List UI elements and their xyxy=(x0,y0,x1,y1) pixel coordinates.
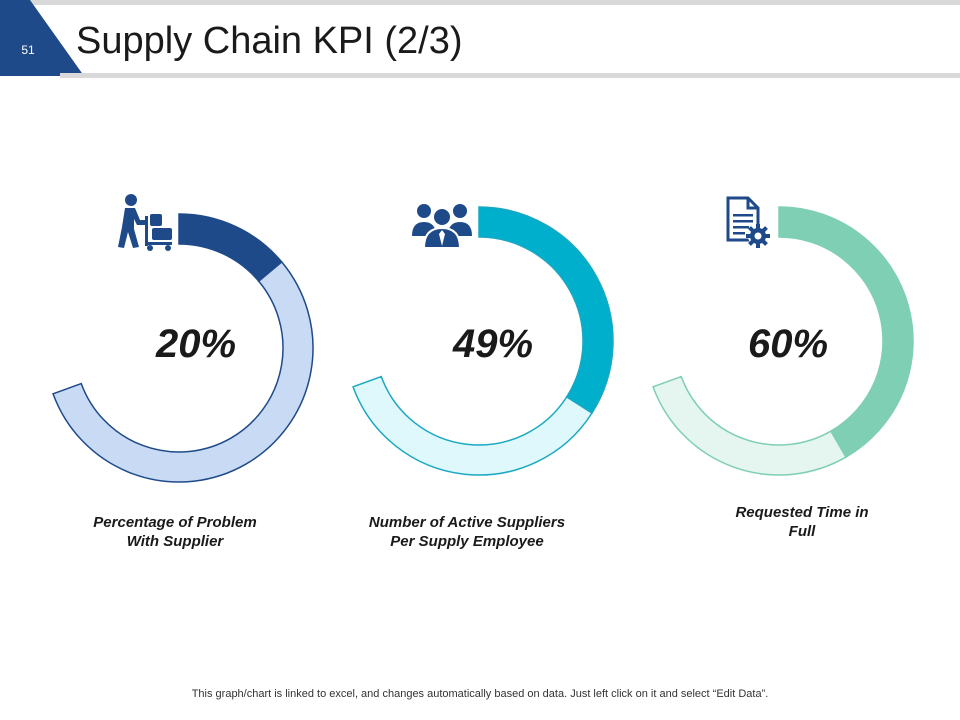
kpi-3-caption: Requested Time in Full xyxy=(692,503,912,541)
delivery-worker-icon xyxy=(118,194,172,251)
kpi-3-donut-value xyxy=(778,206,914,459)
kpi-1-caption-line1: Percentage of Problem xyxy=(93,514,257,531)
kpi-2-donut-remainder xyxy=(352,375,594,476)
document-settings-icon xyxy=(726,196,770,248)
team-icon xyxy=(412,204,472,249)
slide-number: 51 xyxy=(21,43,35,57)
kpi-1-donut-value xyxy=(178,213,283,283)
kpi-3-value: 60% xyxy=(747,322,829,366)
kpi-3-donut-remainder xyxy=(652,375,848,476)
kpi-2-caption-line2: Per Supply Employee xyxy=(390,533,544,550)
kpi-2-donut-value xyxy=(478,206,614,415)
kpi-1-caption-line2: With Supplier xyxy=(126,533,224,550)
kpi-1-caption: Percentage of Problem With Supplier xyxy=(65,513,285,551)
footer-note: This graph/chart is linked to excel, and… xyxy=(191,688,769,700)
kpi-1-donut-remainder xyxy=(52,260,314,483)
kpi-3-caption-line1: Requested Time in xyxy=(735,504,869,521)
kpi-3-caption-line2: Full xyxy=(788,523,816,540)
title-underline xyxy=(60,73,960,78)
top-rule xyxy=(30,0,960,5)
kpi-1-value: 20% xyxy=(155,322,237,366)
page-title: Supply Chain KPI (2/3) xyxy=(76,20,463,62)
slide-number-badge xyxy=(0,0,84,76)
kpi-2-caption-line1: Number of Active Suppliers xyxy=(368,514,566,531)
kpi-2-value: 49% xyxy=(452,322,534,366)
kpi-2-caption: Number of Active Suppliers Per Supply Em… xyxy=(357,513,577,551)
